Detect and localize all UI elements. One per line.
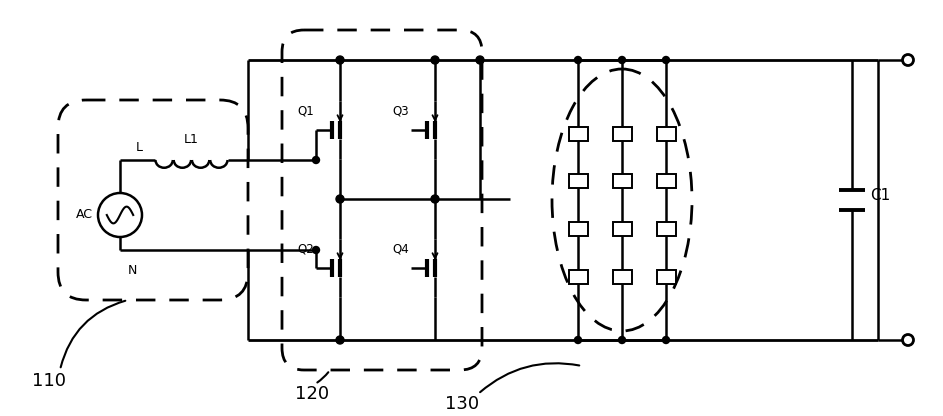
Bar [569,222,587,236]
Bar [569,126,587,141]
Circle shape [663,57,670,64]
Text: N: N [128,264,138,277]
Text: C1: C1 [870,188,890,203]
Text: Q2: Q2 [297,242,314,255]
Bar [569,174,587,188]
Text: L: L [136,141,143,154]
Bar [613,222,632,236]
Bar [656,270,675,283]
Bar [613,126,632,141]
Text: 130: 130 [445,395,479,413]
Circle shape [312,247,320,253]
Bar [569,270,587,283]
Bar [656,222,675,236]
Bar [656,126,675,141]
Text: Q3: Q3 [392,104,409,117]
Text: L1: L1 [184,133,199,146]
Bar [613,174,632,188]
Circle shape [431,56,439,64]
Circle shape [619,57,625,64]
Circle shape [663,337,670,344]
Text: Q1: Q1 [297,104,314,117]
Text: AC: AC [76,208,93,221]
Text: Q4: Q4 [392,242,409,255]
Circle shape [336,336,344,344]
Circle shape [574,337,582,344]
Bar [656,174,675,188]
Circle shape [431,195,439,203]
Circle shape [574,57,582,64]
Bar [613,270,632,283]
Circle shape [312,156,320,163]
Circle shape [336,195,344,203]
Circle shape [619,337,625,344]
Circle shape [476,56,484,64]
Text: 110: 110 [32,372,66,390]
Circle shape [336,56,344,64]
Text: 120: 120 [295,385,329,403]
